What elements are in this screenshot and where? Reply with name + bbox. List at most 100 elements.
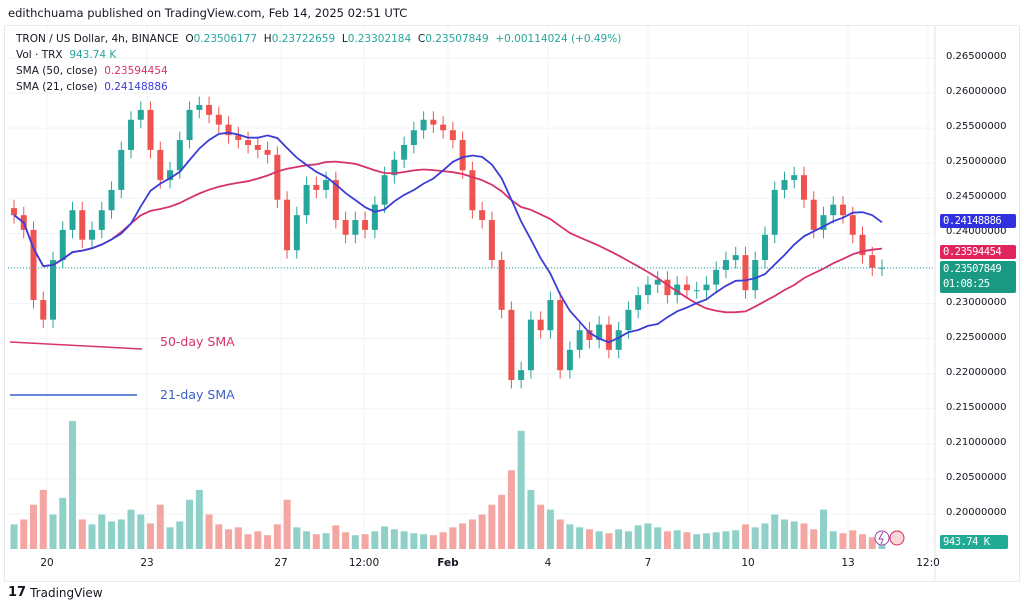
candle-body — [69, 210, 76, 230]
candle-body — [557, 300, 564, 371]
candle-body — [869, 255, 876, 268]
candle-body — [713, 269, 720, 285]
candle-body — [98, 210, 105, 230]
candle-body — [89, 229, 96, 240]
flag-icon — [889, 530, 905, 546]
candle-body — [176, 140, 183, 171]
x-tick-label: 27 — [274, 557, 288, 569]
candle-body — [352, 220, 359, 235]
candle-body — [313, 184, 320, 190]
y-tick-label: 0.23000000 — [946, 296, 1007, 308]
volume-bar — [293, 527, 301, 549]
candle-body — [235, 135, 242, 141]
candle-body — [566, 349, 573, 371]
y-tick-label: 0.26500000 — [946, 51, 1007, 62]
volume-bar — [312, 534, 320, 549]
sma50-label: SMA (50, close) — [16, 65, 98, 77]
volume-bar — [478, 514, 486, 549]
high-value: 0.23722659 — [271, 33, 336, 45]
candle-body — [625, 309, 632, 331]
volume-badge: 943.74 K — [940, 535, 1008, 549]
candle-body — [537, 319, 544, 331]
candle-body — [654, 279, 661, 285]
published-line: edithchuama published on TradingView.com… — [8, 6, 408, 20]
volume-bar — [225, 529, 233, 549]
volume-bar — [10, 524, 18, 549]
tradingview-logo[interactable]: 𝟭𝟳 TradingView — [8, 585, 103, 600]
candle-body — [596, 324, 603, 341]
y-tick-label: 0.21500000 — [946, 401, 1007, 413]
candle-body — [459, 140, 466, 171]
volume-bar — [507, 470, 515, 549]
y-tick-label: 0.20500000 — [946, 471, 1007, 483]
volume-bar — [439, 532, 447, 549]
candle-body — [830, 204, 837, 216]
volume-bar — [400, 531, 408, 549]
candle-body — [264, 149, 271, 155]
volume-value: 943.74 K — [69, 49, 117, 61]
volume-bar — [702, 533, 710, 549]
low-label: L — [341, 33, 348, 45]
volume-bar — [858, 534, 866, 549]
candle-body — [810, 199, 817, 230]
volume-bar — [790, 521, 798, 549]
price-badge: 0.23507849 01:08:25 — [940, 261, 1016, 293]
volume-bar — [30, 504, 38, 549]
x-tick-label: 7 — [644, 557, 652, 569]
volume-bar — [663, 531, 671, 549]
candle-body — [664, 279, 671, 296]
close-label: C — [417, 33, 426, 45]
volume-bar — [303, 531, 311, 549]
candle-body — [839, 204, 846, 216]
candle-body — [791, 175, 798, 181]
candle-body — [849, 215, 856, 235]
candle-body — [879, 267, 885, 269]
volume-bar — [673, 530, 681, 549]
candle-body — [547, 300, 554, 331]
volume-bar — [195, 489, 203, 549]
volume-bar — [537, 504, 545, 549]
candle-body — [859, 234, 866, 256]
candle-body — [527, 319, 534, 371]
low-value: 0.23302184 — [347, 33, 412, 45]
candle-body — [147, 109, 154, 150]
volume-bar — [654, 527, 662, 549]
close-value: 0.23507849 — [425, 33, 489, 45]
volume-bar — [722, 531, 730, 549]
sma50-value: 0.23594454 — [104, 65, 168, 77]
x-tick-label: 20 — [40, 557, 54, 569]
candle-body — [440, 124, 447, 131]
volume-bar — [517, 430, 525, 549]
sma50-legend: SMA (50, close) 0.23594454 — [16, 65, 168, 77]
volume-bar — [264, 535, 272, 549]
volume-bar — [361, 534, 369, 549]
symbol-title: TRON / US Dollar, 4h, BINANCE — [16, 33, 179, 45]
volume-bar — [624, 531, 632, 549]
x-tick-label: 10 — [741, 557, 755, 569]
volume-bar — [459, 523, 467, 549]
sma50-annotation: 50-day SMA — [160, 334, 235, 349]
volume-bar — [59, 497, 67, 549]
candle-body — [732, 255, 739, 261]
volume-bar — [527, 489, 535, 549]
x-tick-label: 13 — [841, 557, 855, 569]
sma50-line — [13, 160, 883, 314]
volume-bar — [780, 519, 788, 549]
volume-bar — [732, 530, 740, 549]
candle-body — [323, 180, 330, 190]
volume-bar — [576, 527, 584, 549]
candle-body — [274, 154, 281, 200]
volume-bar — [98, 514, 106, 549]
volume-bar — [849, 530, 857, 549]
volume-bar — [166, 527, 174, 549]
volume-bar — [381, 526, 389, 549]
candle-body — [420, 119, 427, 131]
sma21-value: 0.24148886 — [104, 81, 168, 93]
candle-body — [635, 295, 642, 310]
sma50-annotation-line — [9, 341, 143, 350]
volume-bar — [741, 524, 749, 549]
candle-body — [11, 208, 17, 216]
candle-body — [586, 330, 593, 341]
volume-bar — [283, 499, 291, 549]
